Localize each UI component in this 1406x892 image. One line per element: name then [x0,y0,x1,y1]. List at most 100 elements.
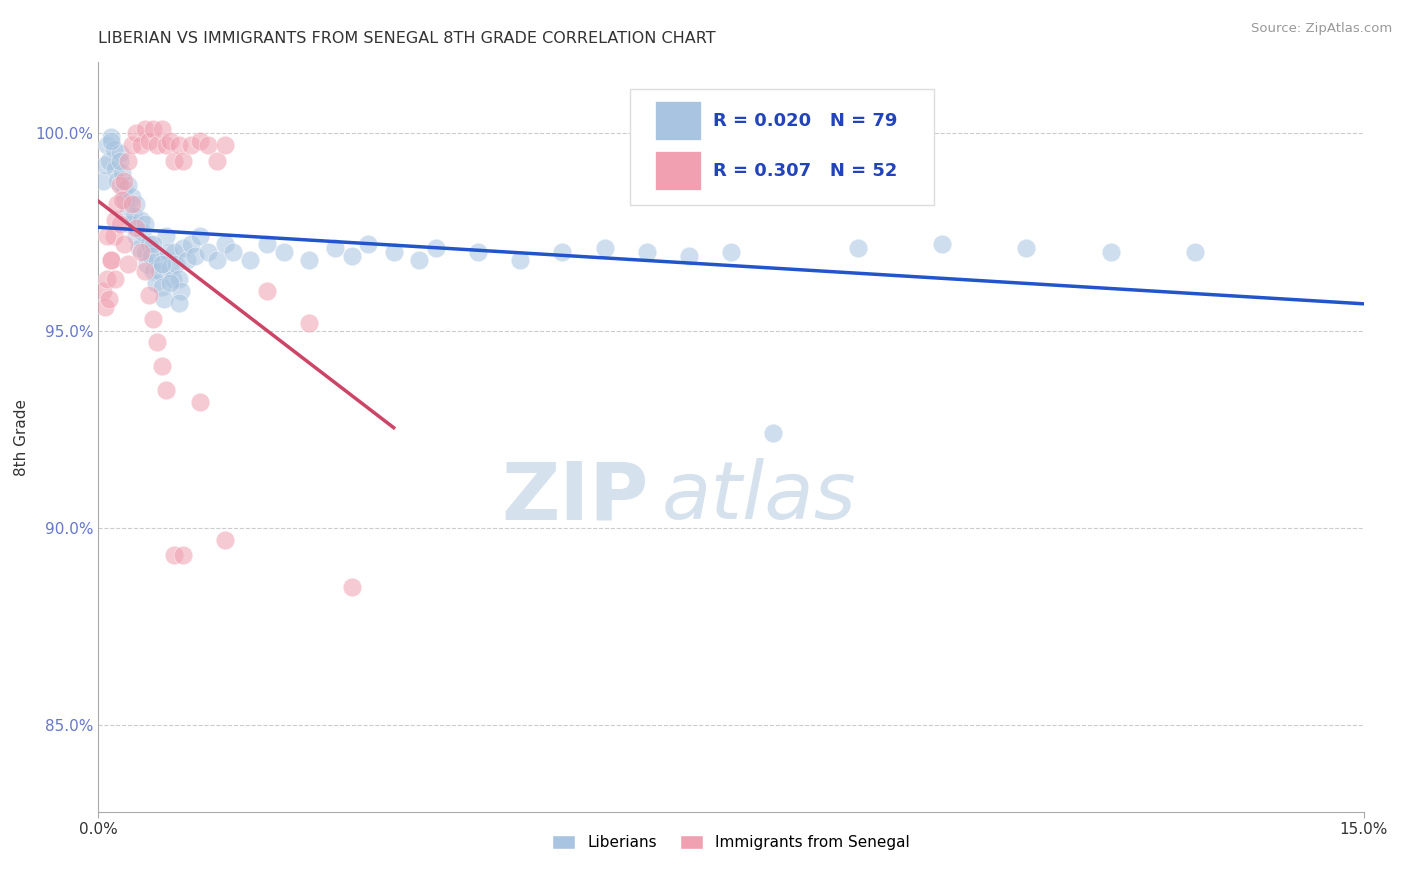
Point [96,138,118,153]
Point [145,277,167,291]
Point [138,288,160,302]
Point [323,241,346,255]
Point [256,284,278,298]
Point [214,236,236,251]
Point [105,197,128,211]
Point [509,252,531,267]
Point [142,264,165,278]
Point [94,300,117,314]
Point [112,181,135,195]
FancyBboxPatch shape [630,88,934,205]
Point [678,249,700,263]
Point [180,138,202,153]
Point [148,264,170,278]
Point [636,244,658,259]
Point [108,217,131,231]
Point [146,335,169,350]
Point [159,277,181,291]
Point [205,154,228,169]
Point [382,244,405,259]
Point [136,256,159,270]
Point [112,236,135,251]
Point [931,236,953,251]
Point [1099,244,1122,259]
Point [176,252,198,267]
Point [112,174,135,188]
Point [340,249,363,263]
Point [117,154,139,169]
Point [167,138,190,153]
Point [121,138,143,153]
Point [129,213,152,227]
Point [408,252,430,267]
Point [117,178,139,192]
Point [146,252,169,267]
Text: atlas: atlas [661,458,856,536]
Point [593,241,616,255]
Point [122,209,145,223]
Point [134,264,156,278]
Text: Source: ZipAtlas.com: Source: ZipAtlas.com [1251,22,1392,36]
Point [846,241,869,255]
Point [105,174,128,188]
FancyBboxPatch shape [655,101,700,140]
Point [117,205,139,219]
Point [172,549,194,563]
Point [214,138,236,153]
Point [159,134,181,148]
Point [165,256,187,270]
Point [184,249,207,263]
Point [150,280,173,294]
Point [153,292,176,306]
Point [214,533,236,547]
Point [197,244,219,259]
Point [142,236,165,251]
Text: LIBERIAN VS IMMIGRANTS FROM SENEGAL 8TH GRADE CORRELATION CHART: LIBERIAN VS IMMIGRANTS FROM SENEGAL 8TH … [98,31,716,46]
Point [96,272,118,286]
Point [273,244,295,259]
Point [91,284,114,298]
Point [222,244,245,259]
Point [172,154,194,169]
Point [163,244,186,259]
Legend: Liberians, Immigrants from Senegal: Liberians, Immigrants from Senegal [546,830,917,856]
Point [156,244,179,259]
Point [94,158,117,172]
Point [188,229,211,244]
Point [91,174,114,188]
Point [256,236,278,251]
Point [131,225,153,239]
Point [100,252,122,267]
Point [163,154,186,169]
Point [120,217,142,231]
Point [170,284,193,298]
Point [180,236,202,251]
Text: R = 0.307   N = 52: R = 0.307 N = 52 [713,162,898,180]
Point [139,249,162,263]
Point [167,296,190,310]
Point [298,316,321,330]
Point [146,138,169,153]
Point [762,426,785,441]
Point [134,244,156,259]
Point [1015,241,1038,255]
Point [104,213,127,227]
Point [205,252,228,267]
Point [121,197,143,211]
Point [125,229,148,244]
Point [121,189,143,203]
Point [357,236,380,251]
Point [103,229,125,244]
Point [467,244,489,259]
Point [100,130,122,145]
Point [125,221,148,235]
Point [129,138,152,153]
Point [159,260,181,275]
Point [134,122,156,136]
Point [162,272,184,286]
Point [298,252,321,267]
Point [150,122,173,136]
Point [96,229,118,244]
Text: ZIP: ZIP [502,458,648,536]
Point [163,549,186,563]
